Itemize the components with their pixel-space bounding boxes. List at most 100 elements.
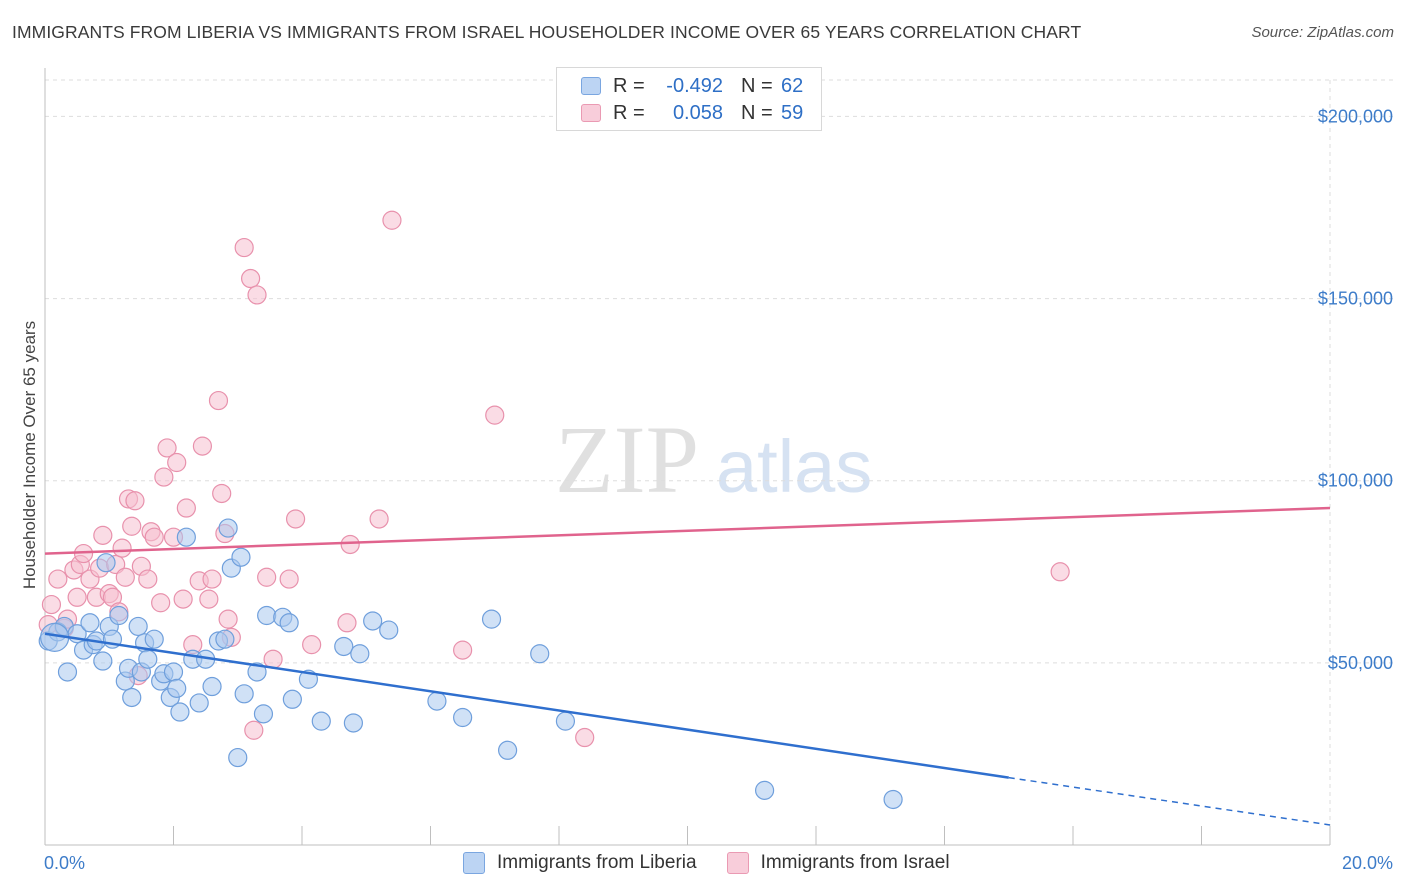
data-point-liberia <box>350 644 370 664</box>
x-axis-ticks: 0.0% 20.0% <box>44 853 1393 873</box>
legend-label-israel: Immigrants from Israel <box>760 852 950 873</box>
data-point-liberia <box>530 644 550 664</box>
data-point-israel <box>263 649 283 669</box>
data-point-liberia <box>93 651 113 671</box>
data-point-israel <box>138 569 158 589</box>
data-point-liberia <box>311 711 331 731</box>
legend-label-liberia: Immigrants from Liberia <box>497 852 697 873</box>
source-label: Source: ZipAtlas.com <box>1251 24 1394 41</box>
data-point-israel <box>151 593 171 613</box>
data-point-israel <box>212 483 232 504</box>
data-point-israel <box>93 525 113 545</box>
chart-title: IMMIGRANTS FROM LIBERIA VS IMMIGRANTS FR… <box>12 22 1082 42</box>
data-point-liberia <box>122 687 142 708</box>
legend-swatch-liberia <box>463 852 485 874</box>
data-point-liberia <box>453 707 473 728</box>
data-point-israel <box>122 516 142 536</box>
data-point-liberia <box>343 713 363 733</box>
y-tick-label: $150,000 <box>1318 289 1393 309</box>
watermark-zip: ZIP <box>555 406 699 513</box>
data-point-israel <box>144 527 164 547</box>
trend-lines <box>44 506 1331 826</box>
data-point-liberia <box>247 662 267 682</box>
data-point-liberia <box>334 636 354 657</box>
data-point-liberia <box>257 605 277 626</box>
data-point-israel <box>112 538 132 558</box>
data-point-israel <box>485 405 505 425</box>
data-point-israel <box>241 268 261 289</box>
x-tick-label: 0.0% <box>44 853 85 873</box>
data-point-israel <box>382 210 402 230</box>
data-point-israel <box>302 635 322 655</box>
data-point-liberia <box>231 547 251 567</box>
legend-r-label: R = <box>613 101 645 124</box>
data-point-liberia <box>80 613 100 633</box>
data-point-liberia <box>215 629 235 649</box>
y-axis-ticks: $50,000 $100,000 $150,000 $200,000 <box>1318 106 1393 672</box>
data-point-israel <box>41 594 62 615</box>
data-point-israel <box>575 727 595 748</box>
data-point-liberia <box>253 704 274 724</box>
data-point-liberia <box>218 518 238 538</box>
data-point-liberia <box>282 689 302 709</box>
data-point-israel <box>234 237 254 258</box>
data-point-israel <box>279 569 299 589</box>
data-point-israel <box>202 569 222 589</box>
axes <box>44 68 1331 846</box>
series-liberia-points <box>38 518 903 810</box>
y-axis-label: Householder Income Over 65 years <box>20 321 39 589</box>
data-point-israel <box>157 438 177 458</box>
data-point-israel <box>125 491 145 511</box>
legend-n-label: N = <box>741 101 773 124</box>
data-point-israel <box>199 589 219 609</box>
legend-r-value: -0.492 <box>666 74 723 97</box>
y-tick-label: $200,000 <box>1318 106 1393 126</box>
data-point-israel <box>1050 562 1070 582</box>
data-point-israel <box>453 640 473 660</box>
data-point-liberia <box>144 629 164 649</box>
legend-n-label: N = <box>741 74 773 97</box>
data-point-liberia <box>754 780 775 800</box>
legend-r-label: R = <box>613 74 645 97</box>
series-israel-points <box>38 210 1070 748</box>
data-point-israel <box>337 613 357 633</box>
data-point-liberia <box>234 684 254 704</box>
legend-row-israel: R = 0.058 N = 59 <box>581 101 803 125</box>
data-point-liberia <box>189 693 209 713</box>
data-point-liberia <box>279 613 299 633</box>
data-point-israel <box>173 589 193 609</box>
legend-item-israel[interactable]: Immigrants from Israel <box>726 852 950 874</box>
trend-line-liberia-extrapolated <box>1008 776 1331 826</box>
data-point-liberia <box>202 676 222 697</box>
data-point-liberia <box>170 702 190 722</box>
data-point-israel <box>208 390 229 411</box>
data-point-israel <box>247 285 267 305</box>
legend-n-value: 59 <box>781 101 804 124</box>
data-point-liberia <box>363 611 383 631</box>
data-point-liberia <box>96 553 116 573</box>
data-point-liberia <box>498 740 518 760</box>
trend-line-israel <box>44 506 1331 555</box>
data-point-liberia <box>379 620 399 640</box>
data-point-liberia <box>481 609 502 629</box>
data-point-israel <box>167 452 187 473</box>
data-point-liberia <box>109 605 129 626</box>
data-point-israel <box>115 567 135 587</box>
data-point-israel <box>369 509 389 529</box>
data-point-liberia <box>883 789 903 810</box>
data-point-israel <box>285 509 306 529</box>
data-point-israel <box>257 567 277 587</box>
data-point-israel <box>176 498 196 518</box>
correlation-legend: R = -0.492 N = 62 R = 0.058 N = 59 <box>556 67 822 131</box>
data-point-liberia <box>163 662 184 682</box>
legend-r-value: 0.058 <box>672 101 723 124</box>
data-point-liberia <box>57 662 78 682</box>
x-tick-label: 20.0% <box>1342 853 1393 873</box>
data-point-liberia <box>176 527 196 547</box>
legend-item-liberia[interactable]: Immigrants from Liberia <box>463 852 697 874</box>
y-tick-label: $50,000 <box>1328 653 1393 673</box>
legend-swatch-israel <box>726 852 749 874</box>
data-point-liberia <box>555 711 576 731</box>
legend-swatch-liberia <box>581 77 601 95</box>
